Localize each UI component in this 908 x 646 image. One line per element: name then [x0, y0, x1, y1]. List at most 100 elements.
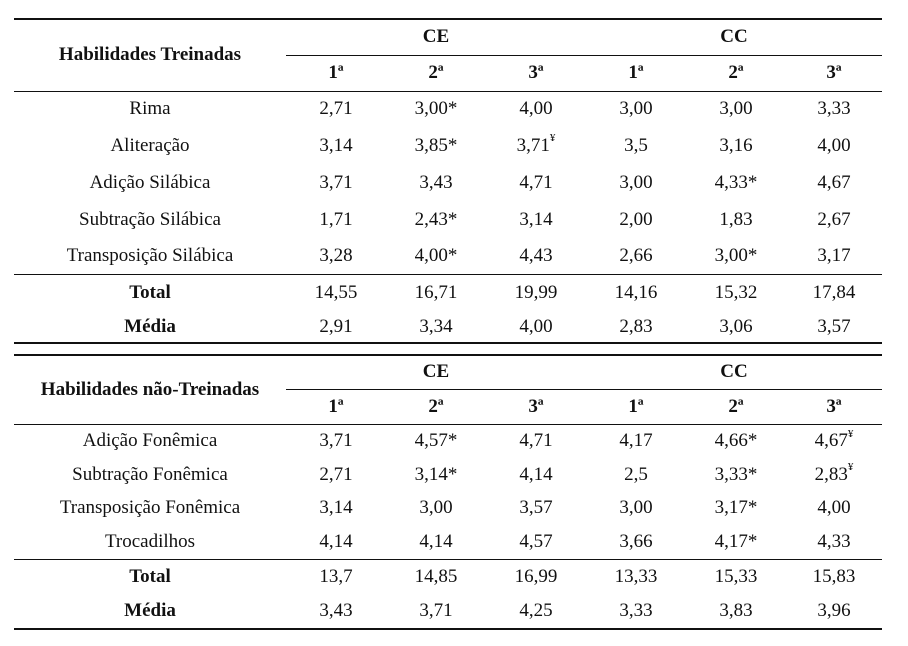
cell: 2,5	[624, 463, 648, 485]
table-row: Transposição Silábica 3,28 4,00* 4,43 2,…	[14, 238, 882, 274]
row-label: Transposição Silábica	[66, 244, 234, 266]
cell: 19,99	[486, 273, 587, 311]
cell: 3,71	[286, 423, 386, 458]
cell: 3,66	[619, 530, 653, 552]
group-header-cc: CC	[586, 354, 883, 390]
cell: 2,66	[619, 244, 653, 266]
cell: 2,83¥	[814, 461, 854, 485]
cell: 2,43*	[414, 208, 458, 230]
row-label: Transposição Fonêmica	[59, 497, 241, 518]
cell: 3,14	[319, 497, 353, 518]
table-row: Adição Silábica 3,71 3,43 4,71 3,00 4,33…	[14, 164, 882, 201]
untrained-skills-table: Habilidades não-Treinadas CE CC 1ª 2ª 3ª…	[14, 354, 883, 630]
subcol-header: 1ª	[328, 395, 344, 417]
subcol-header: 2ª	[428, 62, 444, 83]
cell: 3,00	[586, 90, 687, 127]
cell: 4,00	[486, 90, 587, 127]
cell: 15,33	[686, 558, 787, 594]
cell: 3,28	[319, 244, 353, 266]
subcol-header: 3ª	[528, 62, 544, 83]
cell: 4,71	[519, 171, 553, 193]
cell: 3,57	[786, 311, 883, 344]
row-label: Adição Fonêmica	[14, 423, 286, 458]
cell: 4,17*	[714, 530, 758, 552]
cell: 1,71	[319, 208, 353, 230]
cell: 3,57	[519, 497, 553, 518]
cell: 16,99	[486, 558, 587, 594]
subcol-header: 2ª	[728, 62, 744, 83]
cell: 3,71	[386, 594, 486, 630]
cell: 2,00	[619, 208, 653, 230]
cell: 2,67	[817, 208, 851, 230]
total-row: Total 13,7 14,85 16,99 13,33 15,33 15,83	[14, 558, 883, 594]
cell: 3,17*	[714, 497, 758, 518]
table-row: Transposição Fonêmica 3,14 3,00 3,57 3,0…	[14, 491, 882, 525]
table-row: Adição Fonêmica 3,71 4,57* 4,71 4,17 4,6…	[14, 423, 883, 458]
table-row: Rima 2,71 3,00* 4,00 3,00 3,00 3,33	[14, 90, 883, 127]
subcol-header: 3ª	[826, 62, 842, 83]
cell: 4,00*	[414, 244, 458, 266]
cell: 17,84	[786, 273, 883, 311]
cell: 3,33	[786, 90, 883, 127]
subcol-header: 1ª	[328, 62, 344, 83]
table-header-label: Habilidades Treinadas	[14, 18, 286, 91]
row-label: Trocadilhos	[104, 530, 196, 552]
cell: 3,17	[817, 244, 851, 266]
cell: 4,67	[817, 171, 851, 193]
row-label: Subtração Silábica	[79, 208, 221, 230]
cell: 13,33	[586, 558, 687, 594]
cell: 2,83	[586, 311, 687, 344]
cell: 4,33	[817, 530, 851, 552]
mean-label: Média	[14, 311, 286, 344]
cell: 4,33*	[714, 171, 758, 193]
cell: 3,00*	[386, 90, 486, 127]
cell: 4,57	[519, 530, 553, 552]
cell: 3,00	[619, 497, 653, 518]
mean-label: Média	[14, 594, 286, 630]
cell: 3,34	[386, 311, 486, 344]
cell: 4,43	[519, 244, 553, 266]
cell: 2,71	[319, 463, 353, 485]
cell: 3,5	[624, 134, 648, 156]
row-label: Aliteração	[110, 134, 190, 156]
cell: 14,16	[586, 273, 687, 311]
mean-row: Média 2,91 3,34 4,00 2,83 3,06 3,57	[14, 311, 883, 344]
cell: 3,33	[586, 594, 687, 630]
cell: 4,14	[319, 530, 353, 552]
cell: 3,06	[686, 311, 787, 344]
cell: 3,14*	[414, 463, 458, 485]
cell: 3,00*	[714, 244, 758, 266]
subcol-header: 1ª	[628, 62, 644, 83]
cell: 3,00	[686, 90, 787, 127]
cell: 3,71¥	[516, 132, 556, 156]
cell: 4,14	[519, 463, 553, 485]
total-label: Total	[14, 558, 286, 594]
cell: 3,16	[719, 134, 753, 156]
subcol-header: 1ª	[628, 395, 644, 417]
cell: 4,17	[586, 423, 687, 458]
cell: 14,55	[286, 273, 386, 311]
trained-skills-table: Habilidades Treinadas CE CC 1ª 2ª 3ª 1ª …	[14, 18, 883, 344]
cell: 4,00	[817, 497, 851, 518]
cell: 15,83	[786, 558, 883, 594]
table-header-label: Habilidades não-Treinadas	[14, 354, 286, 424]
subcol-header: 2ª	[428, 395, 444, 417]
cell: 4,00	[817, 134, 851, 156]
cell: 3,00	[419, 497, 453, 518]
cell: 15,32	[686, 273, 787, 311]
cell: 3,83	[686, 594, 787, 630]
mean-row: Média 3,43 3,71 4,25 3,33 3,83 3,96	[14, 594, 883, 630]
cell: 4,67¥	[786, 423, 883, 458]
cell: 4,66*	[686, 423, 787, 458]
cell: 3,33*	[714, 463, 758, 485]
cell: 3,43	[419, 171, 453, 193]
row-label: Adição Silábica	[89, 171, 211, 193]
table-row: Subtração Fonêmica 2,71 3,14* 4,14 2,5 3…	[14, 458, 882, 491]
group-header-cc: CC	[586, 18, 883, 56]
row-label: Rima	[14, 90, 286, 127]
cell: 1,83	[719, 208, 753, 230]
group-header-ce: CE	[286, 354, 587, 390]
subcol-header: 2ª	[728, 395, 744, 417]
group-header-ce: CE	[286, 18, 587, 56]
cell: 4,71	[486, 423, 587, 458]
